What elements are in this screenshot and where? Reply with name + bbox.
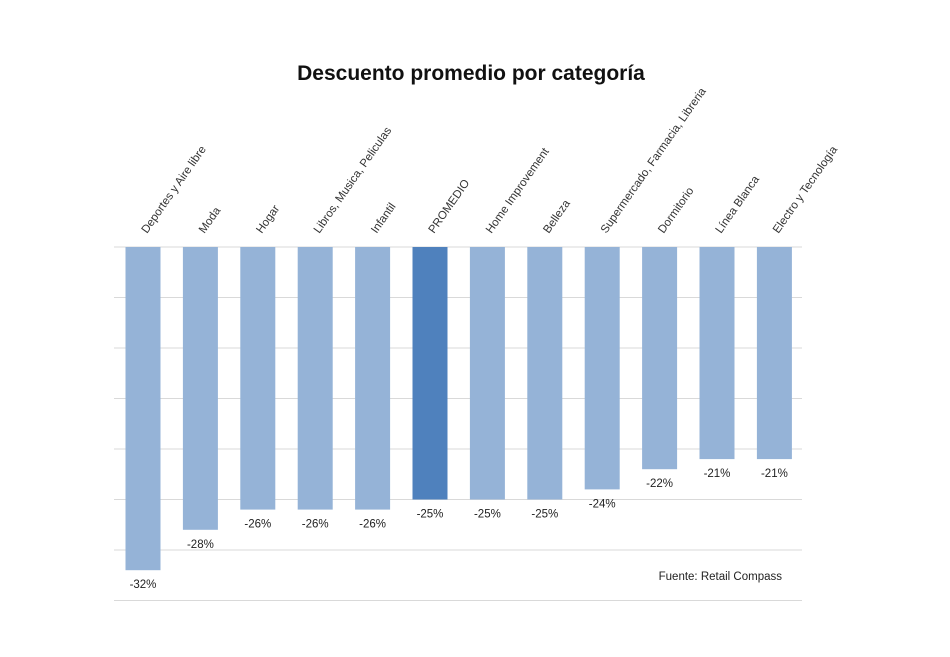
chart-title: Descuento promedio por categoría [297,62,645,85]
category-label: Home Improvement [484,145,552,235]
bar [125,247,161,571]
bar [756,247,792,460]
category-label: Hogar [254,203,282,236]
value-label: -21% [761,468,788,480]
value-label: -25% [531,509,558,521]
category-label: PROMEDIO [427,178,473,236]
source-note: Fuente: Retail Compass [659,571,783,583]
value-label: -25% [474,509,501,521]
value-labels: -32% -28% -26% -26% -26% -25% -25% -25% -24% -22%… [130,468,788,591]
value-label: -24% [589,498,616,510]
value-label: -21% [704,468,731,480]
category-label: Belleza [541,197,573,235]
bar [469,247,505,500]
value-label: -26% [359,519,386,531]
bars [125,247,792,571]
bar [642,247,678,470]
category-label: Dormitorio [656,185,696,235]
category-label: Infantil [369,201,398,236]
gridlines [114,246,802,601]
bar [584,247,620,490]
value-label: -26% [244,519,271,531]
category-label: Línea Blanca [714,173,763,235]
value-label: -25% [417,509,444,521]
bar [240,247,276,510]
bar [527,247,563,500]
category-label: Deportes y Aire libre [140,144,209,236]
bar [699,247,735,460]
bar [355,247,391,510]
category-label: Moda [197,205,224,236]
value-label: -22% [646,478,673,490]
value-label: -28% [187,539,214,551]
category-label: Electro y Tecnología [771,144,840,236]
bar [182,247,218,530]
category-label: Supermercado, Farmacia, Libreria [599,85,709,235]
value-label: -26% [302,519,329,531]
value-label: -32% [130,579,157,591]
bar [412,247,448,500]
bar [297,247,333,510]
